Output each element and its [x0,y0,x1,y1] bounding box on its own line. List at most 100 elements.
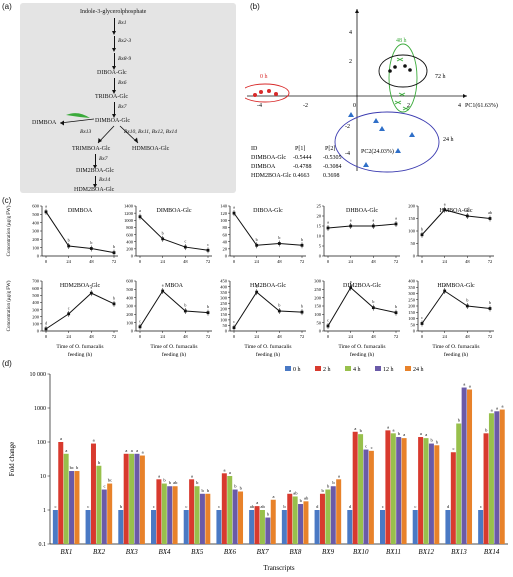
x-tick-label: 24 [254,334,259,339]
sig-letter: ab [304,495,309,500]
sig-letter: a [350,218,352,223]
legend-label: 24 h [413,367,424,373]
bar-bx11 [390,433,396,544]
sig-letter: b [76,465,79,470]
x-tick-label: 0 [421,334,424,339]
x-tick-label: 48 [89,259,94,264]
data-point [277,309,281,313]
bar-bx11 [385,430,391,544]
data-point [255,243,259,247]
ellipse-0h [245,83,290,103]
data-point [465,304,469,308]
bar-bx7 [265,517,271,544]
sig-letter: b [196,480,199,485]
sig-letter: b [283,504,286,509]
y-tick-label: 150 [408,216,416,221]
pca-point [274,92,278,96]
compound-hdmboa-glc: HDMBOA-Glc [132,146,170,152]
data-point [89,247,93,250]
gene-bx7: Bx7 [118,104,127,110]
sig-letter: a [444,201,446,206]
x-tick-label: 48 [465,259,470,264]
bar-bx5 [194,486,200,544]
bar-bx8 [298,504,304,544]
y-tick-label: 1000 [34,406,46,412]
data-point [67,244,71,248]
sig-letter: b [327,484,330,489]
y-tick-label: 50 [317,320,322,325]
pca-point [403,64,407,68]
table-cell: -0.5444 [293,155,312,161]
sig-letter: a [90,285,92,290]
sig-letter: bc [108,478,112,483]
bar-bx4 [167,486,173,544]
arrow [112,78,116,94]
bar-bx14 [478,510,484,544]
sig-letter: a [338,473,340,478]
pca-ytick: 2 [349,59,352,65]
panel-label-b: (b) [250,2,260,11]
x-tick-label: 0 [233,334,236,339]
conc-xlabel: feeding (h) [256,351,280,358]
pca-ylabel: PC2(24.03%) [361,148,394,155]
bar-bx12 [434,445,440,544]
y-tick-label: 100 [314,312,322,317]
y-tick-label: 0 [131,254,134,259]
legend-swatch [405,366,411,371]
sig-letter: b [436,439,439,444]
sig-letter: b [398,431,401,436]
bar-bx2 [96,465,102,544]
y-tick-label: 100 [32,322,40,327]
table-cell: -0.3084 [323,164,342,170]
legend-swatch [345,366,351,371]
y-tick-label: 200 [126,312,134,317]
sig-letter: ab [488,210,492,215]
arrow [93,176,97,188]
data-point [300,243,304,247]
bar-bx14 [494,411,500,544]
data-point [371,306,375,310]
x-tick-label: 48 [277,334,282,339]
y-tick-label: 200 [408,204,416,209]
compound-trimboa-glc: TRIMBOA-Glc [72,146,111,152]
bar-bx14 [499,409,505,544]
gene-bx10-14: Bx10, Bx11, Bx12, Bx14 [124,129,178,135]
sig-letter: c [55,504,57,509]
pca-point [379,126,385,131]
sig-letter: ab [261,504,266,509]
bar-bx2 [90,443,96,544]
bar-bx4 [161,483,167,544]
conc-xlabel: Time of O. furnacalis [338,343,385,350]
x-tick-label: 48 [183,259,188,264]
legend-label: 2 h [323,367,331,373]
x-tick-label: 0 [139,259,142,264]
y-tick-label: 100 [220,218,228,223]
gene-bx7-b: Bx7 [99,156,108,162]
data-point [138,215,142,219]
conc-xlabel: Time of O. furnacalis [432,343,479,350]
data-point [161,237,165,241]
sig-letter: c [68,305,70,310]
bar-bx2 [101,489,107,544]
legend-label: 4 h [353,367,361,373]
pca-point [402,106,410,111]
sig-letter: b [360,428,363,433]
y-tick-label: 200 [32,314,40,319]
bar-bx10 [347,510,353,544]
ellipse-72h [378,54,428,88]
sig-letter: b [207,304,209,309]
conc-xlabel: Time of O. furnacalis [56,343,103,350]
y-tick-label: 100 [126,320,134,325]
y-tick-label: 500 [32,293,40,298]
x-tick-label: 24 [66,259,71,264]
sig-letter: a [224,467,226,472]
bar-bx5 [205,493,211,544]
y-tick-label: 100 [408,229,416,234]
chart-title: DIMBOA-Glc [157,208,192,214]
x-tick-label: 0 [139,334,142,339]
x-tick-label: 0 [45,334,48,339]
x-tick-label: 72 [206,259,211,264]
series-line [139,290,209,328]
